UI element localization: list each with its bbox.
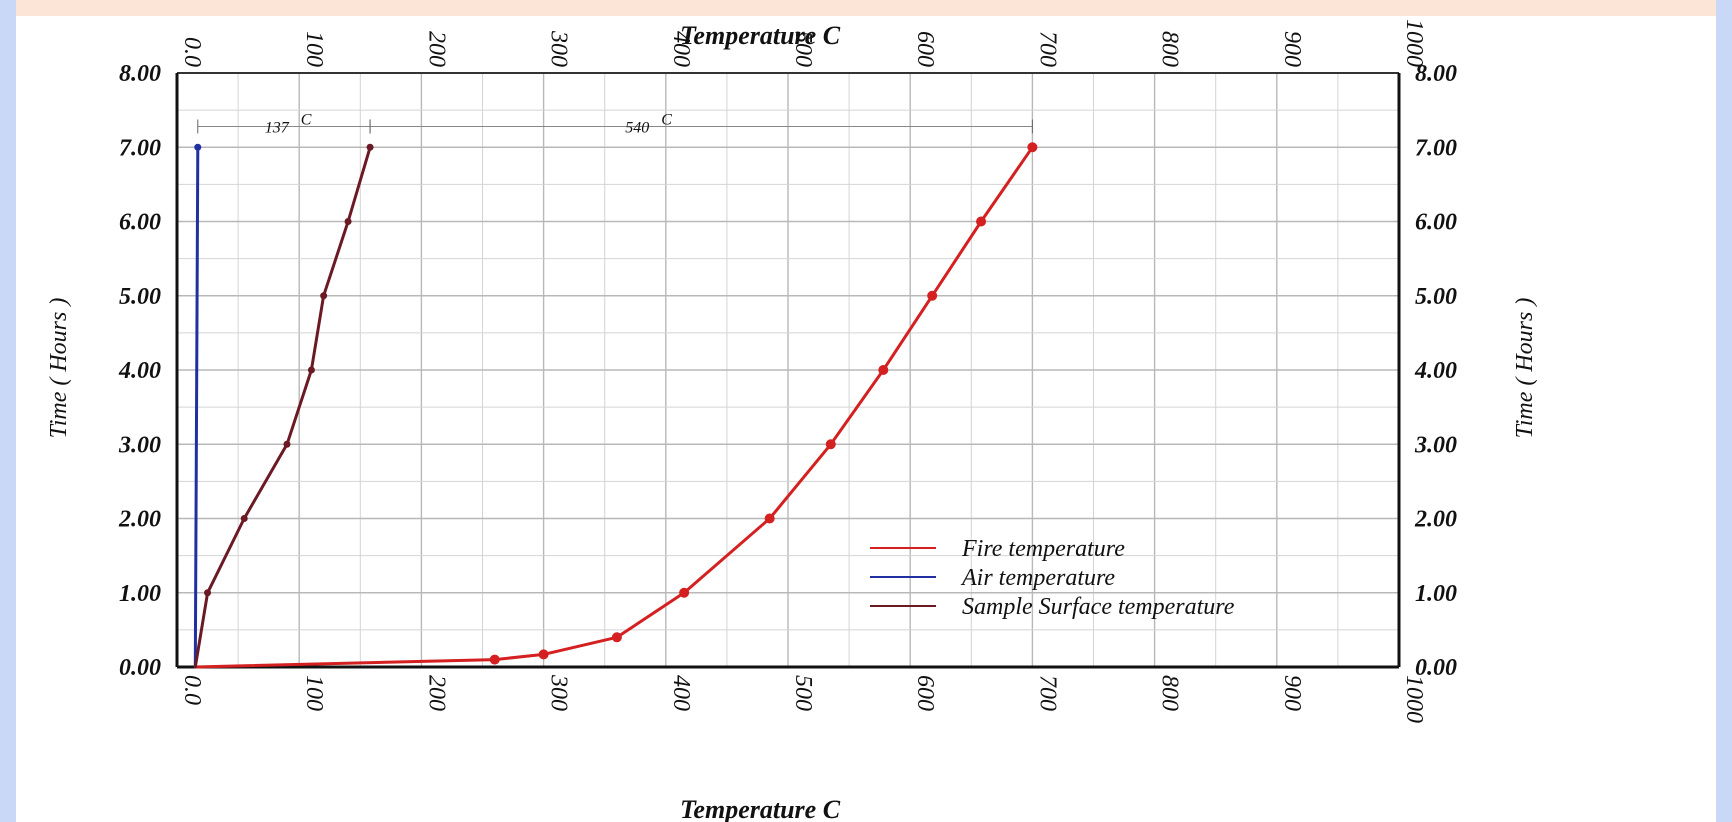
x-axis-title-top: Temperature C — [680, 21, 841, 50]
y-tick-label-right: 6.00 — [1415, 210, 1457, 236]
x-tick-label-bottom: 100 — [301, 675, 327, 711]
x-tick-label-bottom: 0.0 — [179, 675, 205, 705]
x-tick-label-bottom: 900 — [1279, 675, 1305, 711]
series-point-2 — [307, 366, 315, 374]
series-point-2 — [240, 515, 248, 522]
y-tick-label-right: 0.00 — [1415, 655, 1457, 681]
x-tick-label-top: 100 — [301, 31, 327, 67]
annotation-unit: C — [301, 111, 312, 128]
y-tick-label-right: 7.00 — [1415, 135, 1457, 161]
series-point-0 — [927, 290, 938, 301]
x-tick-label-bottom: 500 — [790, 675, 816, 711]
y-tick-label-right: 4.00 — [1414, 358, 1457, 384]
y-tick-label-left: 8.00 — [119, 61, 161, 87]
series-point-0 — [538, 649, 549, 660]
series-point-2 — [344, 218, 352, 225]
series-point-0 — [976, 216, 987, 227]
series-point-0 — [1027, 142, 1038, 153]
x-tick-label-bottom: 700 — [1034, 675, 1060, 711]
y-tick-label-right: 1.00 — [1415, 581, 1457, 607]
y-tick-label-left: 2.00 — [118, 507, 161, 533]
x-tick-label-bottom: 400 — [668, 675, 694, 711]
annotation-unit: C — [661, 111, 672, 128]
y-tick-label-left: 5.00 — [119, 284, 161, 310]
annotation-label: 540 — [625, 119, 649, 136]
y-tick-label-left: 1.00 — [119, 581, 161, 607]
series-point-2 — [366, 143, 374, 151]
legend-label-air: Air temperature — [960, 565, 1115, 591]
left-border-band — [0, 0, 16, 822]
axes — [175, 72, 1401, 669]
x-tick-label-bottom: 200 — [423, 675, 449, 711]
x-tick-label-top: 500 — [790, 31, 816, 67]
data-series — [193, 142, 1038, 669]
y-tick-label-left: 0.00 — [119, 655, 161, 681]
x-tick-label-top: 700 — [1034, 31, 1060, 67]
y-axis-title-left: Time ( Hours ) — [46, 298, 72, 439]
series-point-2 — [204, 589, 212, 597]
y-tick-label-right: 2.00 — [1414, 507, 1457, 533]
series-point-0 — [825, 439, 836, 450]
series-line-2 — [193, 145, 372, 669]
x-tick-label-bottom: 600 — [912, 675, 938, 711]
y-tick-label-left: 6.00 — [119, 210, 161, 236]
x-tick-label-bottom: 1000 — [1401, 675, 1427, 723]
series-point-2 — [283, 440, 291, 448]
series-point-0 — [679, 587, 690, 598]
x-tick-label-top: 200 — [423, 31, 449, 67]
series-point-1 — [194, 143, 202, 151]
x-tick-label-top: 800 — [1157, 31, 1183, 67]
x-tick-label-top: 1000 — [1401, 19, 1427, 67]
tick-labels: 0.0 0.0 100 100 200 200 300 300 400 400 500 500 600 6… — [118, 19, 1457, 723]
series-point-2 — [320, 292, 328, 300]
series-point-0 — [611, 632, 622, 643]
x-tick-label-top: 600 — [912, 31, 938, 67]
x-tick-label-top: 300 — [546, 30, 572, 67]
y-tick-label-right: 5.00 — [1415, 284, 1457, 310]
series-point-0 — [764, 513, 775, 524]
x-tick-label-top: 0.0 — [179, 37, 205, 67]
x-axis-title-bottom: Temperature C — [680, 795, 841, 822]
series-line-1 — [193, 145, 200, 669]
annotation-label: 137 — [265, 119, 290, 136]
y-tick-label-left: 4.00 — [118, 358, 161, 384]
y-tick-label-left: 7.00 — [119, 135, 161, 161]
y-tick-label-right: 8.00 — [1415, 61, 1457, 87]
legend-label-sample: Sample Surface temperature — [962, 594, 1235, 620]
series-point-0 — [489, 654, 500, 665]
top-border-band — [0, 0, 1732, 16]
y-tick-label-right: 3.00 — [1414, 432, 1457, 458]
annotations: 137 C 540 C — [197, 111, 1033, 136]
x-tick-label-top: 900 — [1279, 31, 1305, 67]
legend-label-fire: Fire temperature — [961, 536, 1125, 562]
y-axis-title-right: Time ( Hours ) — [1512, 298, 1538, 439]
y-tick-label-left: 3.00 — [118, 432, 161, 458]
x-tick-label-bottom: 800 — [1157, 675, 1183, 711]
x-tick-label-top: 400 — [668, 31, 694, 67]
right-border-band — [1716, 0, 1732, 822]
x-tick-label-bottom: 300 — [546, 674, 572, 711]
legend: Fire temperature Air temperature Sample … — [870, 536, 1235, 620]
series-point-0 — [878, 365, 889, 375]
grid-lines — [176, 72, 1400, 668]
